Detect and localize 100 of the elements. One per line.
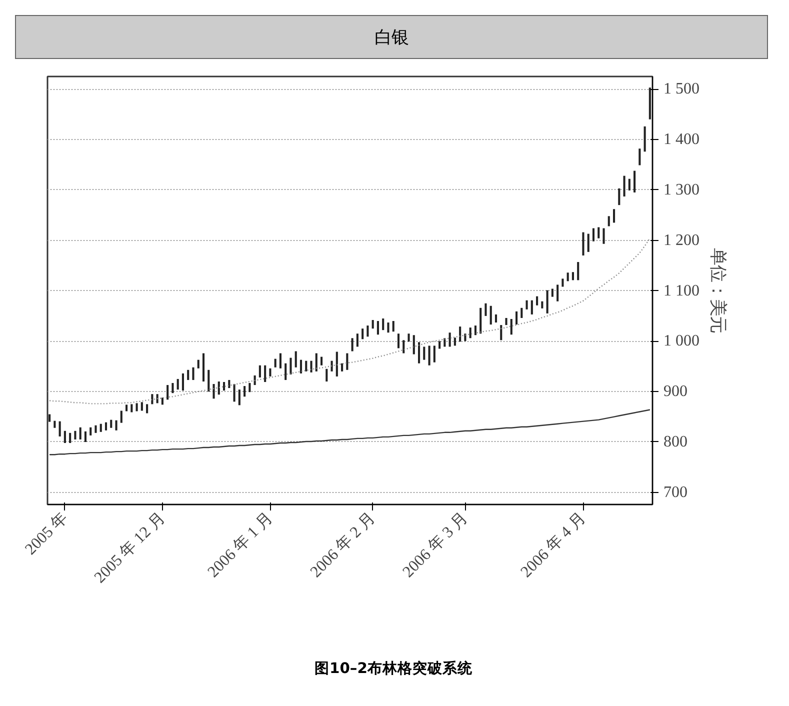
- bar: [484, 303, 487, 316]
- bar: [310, 360, 312, 372]
- bar: [104, 422, 108, 430]
- bar: [469, 328, 472, 338]
- bar: [464, 334, 466, 342]
- bar: [433, 346, 436, 362]
- bar: [74, 430, 76, 440]
- bar: [264, 365, 266, 382]
- bar: [546, 290, 548, 314]
- bar: [602, 228, 605, 244]
- bar: [448, 332, 451, 347]
- bar: [161, 398, 164, 405]
- bar: [366, 326, 369, 337]
- bar: [592, 228, 595, 242]
- bar: [146, 404, 148, 414]
- y-tick-label: 1 500: [664, 80, 700, 98]
- bar: [362, 328, 364, 340]
- bar: [326, 368, 328, 382]
- bar: [351, 338, 354, 352]
- y-tick-label: 800: [664, 433, 688, 450]
- bar: [387, 322, 390, 333]
- bar: [100, 424, 102, 432]
- bar: [172, 383, 174, 394]
- bar: [187, 370, 190, 380]
- bar: [623, 176, 626, 196]
- bar: [84, 431, 86, 442]
- bar: [305, 360, 308, 372]
- bar: [372, 320, 374, 329]
- bar: [648, 88, 651, 120]
- bar: [608, 216, 610, 226]
- bar: [48, 414, 51, 422]
- bar: [320, 356, 323, 366]
- bar: [505, 318, 508, 326]
- bar: [279, 353, 282, 368]
- bar: [69, 432, 72, 443]
- bar: [536, 296, 538, 306]
- y-tick-label: 700: [664, 484, 688, 501]
- bar: [526, 300, 528, 310]
- bar: [182, 373, 184, 391]
- bar: [587, 234, 590, 252]
- bar: [192, 367, 194, 380]
- bar: [402, 340, 405, 354]
- bar: [494, 314, 498, 323]
- bar: [428, 346, 430, 366]
- bar: [202, 353, 205, 382]
- y-tick-label: 1 100: [664, 282, 700, 300]
- bar: [330, 360, 333, 372]
- bar: [376, 321, 379, 335]
- bar: [228, 380, 230, 388]
- bar: [58, 421, 61, 436]
- bar: [520, 308, 523, 318]
- bar: [90, 427, 92, 436]
- bar: [418, 342, 420, 364]
- bar: [130, 404, 133, 412]
- bar: [110, 420, 112, 428]
- bar: [582, 232, 584, 256]
- bar: [258, 365, 261, 378]
- bar: [166, 385, 169, 400]
- bar: [541, 301, 544, 308]
- bar: [392, 321, 394, 332]
- bar: [120, 410, 122, 423]
- bar: [274, 358, 276, 368]
- bar: [269, 368, 272, 376]
- bar: [480, 308, 482, 334]
- bar: [438, 341, 441, 349]
- bar: [562, 278, 564, 287]
- bar: [294, 351, 297, 368]
- bar: [598, 227, 600, 238]
- bar: [566, 272, 569, 282]
- bar: [248, 383, 251, 392]
- bar: [530, 300, 533, 314]
- bar: [577, 262, 580, 280]
- bar: [290, 358, 292, 374]
- y-tick-label: 1 400: [664, 131, 700, 148]
- bar: [212, 384, 215, 399]
- bar: [244, 386, 246, 397]
- bar: [233, 384, 236, 402]
- bar: [254, 375, 256, 386]
- bar: [412, 335, 415, 354]
- bar: [79, 427, 82, 440]
- bar: [197, 360, 200, 368]
- bar: [126, 404, 128, 412]
- bar: [94, 425, 97, 433]
- bar: [459, 326, 462, 342]
- bar: [572, 272, 574, 280]
- bar: [54, 420, 56, 428]
- y-axis-title: 单位：美元: [708, 248, 728, 333]
- bar: [238, 390, 240, 406]
- bar: [346, 353, 348, 370]
- bar: [474, 326, 476, 336]
- bar: [140, 402, 143, 411]
- y-tick-label: 1 300: [664, 181, 700, 198]
- bar: [551, 288, 554, 297]
- bar: [556, 284, 559, 302]
- bar: [284, 363, 287, 380]
- bar: [423, 346, 426, 360]
- bar: [500, 325, 502, 340]
- bar: [628, 178, 630, 190]
- bar: [136, 403, 138, 412]
- bar: [341, 363, 344, 372]
